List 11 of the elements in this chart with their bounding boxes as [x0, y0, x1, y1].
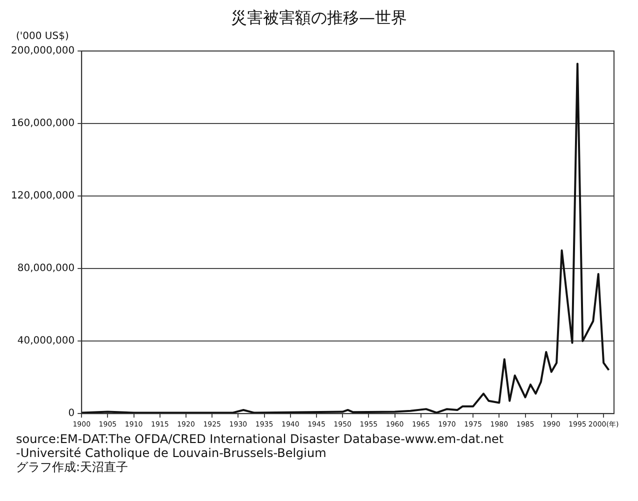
y-tick-label: 120,000,000 — [10, 190, 75, 202]
y-tick-label: 200,000,000 — [10, 46, 75, 57]
text: グラフ作成:天沼直子 — [16, 460, 130, 474]
y-tick-label: 40,000,000 — [17, 336, 75, 347]
text: -Université Catholique de Louvain-Brussels-Belgium — [16, 446, 328, 460]
y-tick-label: 0 — [68, 408, 75, 420]
y-tick-label: 160,000,000 — [10, 118, 75, 130]
chart-title: 災害被害額の推移—世界 — [230, 8, 408, 29]
y-tick-label: 80,000,000 — [17, 263, 75, 274]
source-note: source:EM-DAT:The OFDA/CRED International Disaster Database-www.em-dat.net — [16, 432, 505, 446]
y-axis-title: ('000 US$) — [16, 31, 70, 42]
